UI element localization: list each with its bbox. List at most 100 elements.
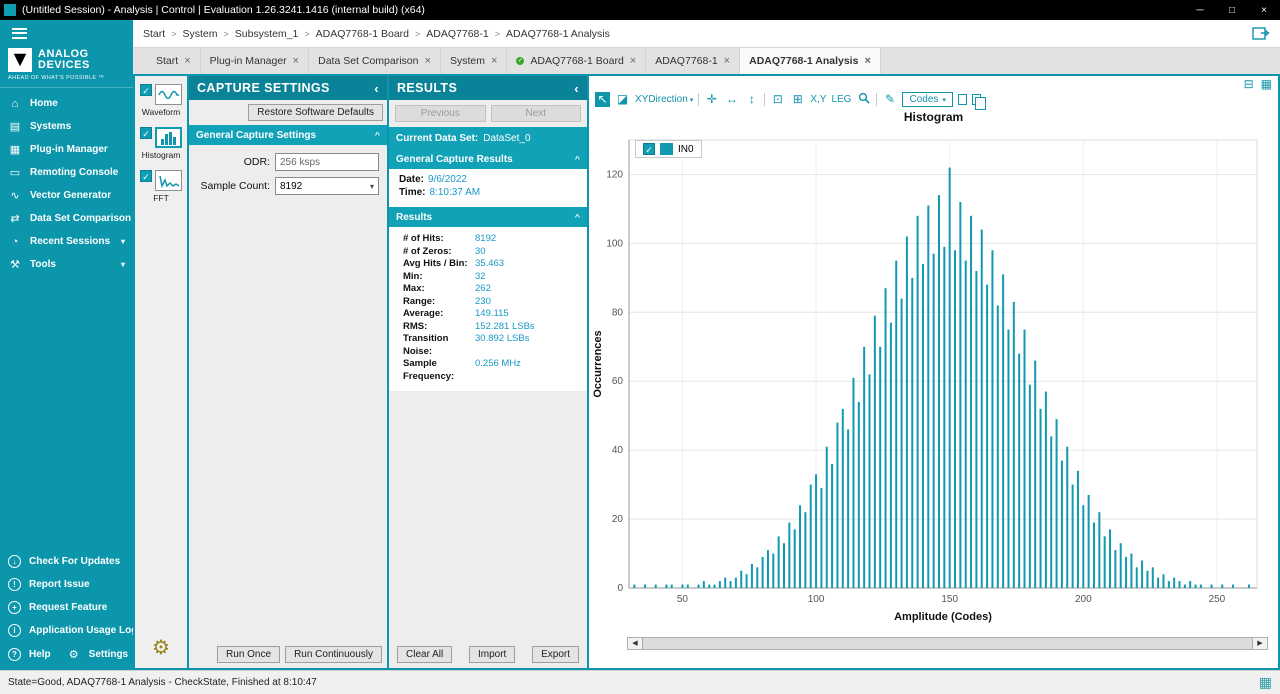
copy-chart-icon[interactable] (971, 94, 986, 110)
sidebar-item-application-usage-logging[interactable]: i Application Usage Logging (0, 619, 158, 642)
scroll-left-icon[interactable]: ◀ (632, 640, 638, 647)
horizontal-zoom-icon[interactable]: ↔ (725, 92, 738, 106)
layout-grid-icon[interactable]: ▦ (1258, 674, 1272, 690)
restore-defaults-button[interactable]: Restore Software Defaults (248, 104, 383, 121)
clear-all-button[interactable]: Clear All (397, 646, 453, 663)
run-continuously-button[interactable]: Run Continuously (285, 646, 382, 663)
help-icon: ? (8, 647, 21, 661)
chevron-down-icon: ▾ (120, 260, 125, 269)
vertical-zoom-icon[interactable]: ↕ (748, 92, 755, 106)
next-button[interactable]: Next (490, 105, 581, 122)
tab-adaq7768[interactable]: ADAQ7768-1 × (646, 48, 741, 74)
close-icon[interactable]: × (184, 55, 191, 67)
import-button[interactable]: Import (469, 646, 516, 663)
chart-horizontal-scrollbar[interactable]: ◀ ▶ (627, 637, 1268, 650)
sidebar-item-report-issue[interactable]: ! Report Issue (0, 573, 133, 596)
breadcrumb-item[interactable]: ADAQ7768-1 (426, 27, 489, 40)
title-bar: (Untitled Session) - Analysis | Control … (0, 0, 1280, 20)
results-stats: # of Hits: 8192 # of Zeros: 30 Avg Hits / … (389, 227, 587, 391)
chart-legend[interactable]: ✓ IN0 (635, 140, 702, 158)
general-capture-settings-section[interactable]: General Capture Settings ^ (189, 125, 387, 145)
breadcrumb-item[interactable]: ADAQ7768-1 Board (315, 27, 410, 40)
axes-xy-button[interactable]: X,Y (810, 94, 827, 105)
svg-text:60: 60 (612, 376, 624, 387)
histogram-checkbox[interactable]: ✓ (140, 127, 152, 139)
sidebar-item-settings[interactable]: ⚙ Settings (59, 642, 136, 666)
sample-count-select[interactable]: 8192 ▾ (275, 177, 379, 195)
close-icon[interactable]: × (424, 55, 431, 67)
close-icon[interactable]: × (292, 55, 300, 67)
grid-view-icon[interactable]: ▦ (1260, 77, 1272, 91)
close-icon[interactable]: × (490, 55, 498, 67)
sidebar-item-vector-generator[interactable]: ∿ Vector Generator (0, 184, 133, 207)
minimize-button[interactable]: ─ (1196, 4, 1204, 16)
sidebar-item-systems[interactable]: ▤ Systems (0, 115, 133, 138)
sidebar-item-data-set-comparison[interactable]: ⇄ Data Set Comparison (0, 207, 133, 230)
breadcrumb-separator: > (171, 28, 177, 39)
sidebar-item-home[interactable]: ⌂ Home (0, 92, 133, 115)
svg-text:40: 40 (612, 445, 624, 456)
fft-view-icon[interactable] (155, 170, 182, 191)
breadcrumb-item[interactable]: ADAQ7768-1 Analysis (506, 27, 610, 40)
analysis-settings-gear-icon[interactable]: ⚙ (152, 637, 170, 659)
xy-direction-dropdown[interactable]: XYDirection ▾ (635, 94, 694, 105)
sidebar-item-check-for-updates[interactable]: ↓ Check For Updates (0, 550, 133, 573)
tab-label: ADAQ7768-1 Analysis (749, 55, 859, 67)
close-icon[interactable]: × (723, 55, 731, 67)
tab-plugin-manager[interactable]: Plug-in Manager × (201, 48, 310, 74)
tab-system[interactable]: System × (441, 48, 508, 74)
stat-row: Range: 230 (403, 295, 491, 307)
close-icon[interactable]: × (864, 55, 871, 67)
legend-toggle-button[interactable]: LEG (831, 94, 852, 105)
magnifier-icon[interactable] (856, 92, 871, 107)
hamburger-menu-icon[interactable] (0, 20, 133, 46)
results-section[interactable]: Results ^ (389, 207, 587, 227)
scroll-right-icon[interactable]: ▶ (1257, 640, 1263, 647)
waveform-checkbox[interactable]: ✓ (140, 84, 152, 96)
export-button[interactable]: Export (532, 646, 579, 663)
histogram-plot[interactable]: 0 20 40 60 80 100 120 50 100 150 200 250 Occurrences… (589, 126, 1269, 631)
annotate-pencil-icon[interactable]: ✎ (884, 92, 895, 106)
summary-list-icon[interactable]: ⊟ (1243, 77, 1254, 91)
previous-button[interactable]: Previous (395, 105, 486, 122)
codes-dropdown[interactable]: Codes ▾ (902, 92, 953, 107)
breadcrumb-item[interactable]: System (182, 27, 218, 40)
brush-tool-icon[interactable]: ◪ (616, 92, 629, 106)
fft-checkbox[interactable]: ✓ (140, 170, 152, 182)
breadcrumb-item[interactable]: Subsystem_1 (234, 27, 299, 40)
tab-adaq7768-board[interactable]: ✓ ADAQ7768-1 Board × (507, 48, 647, 74)
strip-item-waveform[interactable]: ✓ Waveform (140, 84, 182, 117)
tab-data-set-comparison[interactable]: Data Set Comparison × (309, 48, 441, 74)
legend-checkbox[interactable]: ✓ (643, 143, 655, 155)
export-report-icon[interactable] (1252, 26, 1270, 41)
collapse-panel-icon[interactable]: ‹ (574, 80, 579, 96)
scrollbar-thumb[interactable] (642, 638, 1253, 649)
waveform-view-icon[interactable] (155, 84, 182, 105)
pointer-tool-icon[interactable]: ↖ (595, 92, 610, 107)
strip-item-histogram[interactable]: ✓ Histogram (140, 127, 182, 160)
fit-view-icon[interactable]: ⊡ (772, 92, 783, 106)
sidebar-item-plugin-manager[interactable]: ▦ Plug-in Manager (0, 138, 133, 161)
sidebar-item-recent-sessions[interactable]: ◔ Recent Sessions ▾ (0, 230, 133, 253)
pan-tool-icon[interactable]: ✛ (706, 92, 717, 106)
export-image-icon[interactable] (957, 94, 967, 105)
collapse-panel-icon[interactable]: ‹ (374, 80, 379, 96)
close-icon[interactable]: × (629, 55, 637, 67)
plot-area[interactable]: 0 20 40 60 80 100 120 50 100 150 200 250 Occurrences… (589, 126, 1278, 636)
general-capture-results-section[interactable]: General Capture Results ^ (389, 149, 587, 169)
tab-start[interactable]: Start × (147, 48, 201, 74)
breadcrumb-item[interactable]: Start (143, 27, 166, 40)
odr-input[interactable] (275, 153, 379, 171)
sidebar-item-help[interactable]: ? Help (0, 642, 59, 666)
svg-text:50: 50 (677, 594, 689, 605)
run-once-button[interactable]: Run Once (217, 646, 281, 663)
sidebar-item-remoting-console[interactable]: ▭ Remoting Console (0, 161, 133, 184)
strip-item-fft[interactable]: ✓ FFT (140, 170, 182, 203)
maximize-button[interactable]: □ (1228, 4, 1236, 16)
sidebar-item-tools[interactable]: ⚒ Tools ▾ (0, 253, 133, 276)
close-button[interactable]: × (1261, 4, 1267, 16)
zoom-region-icon[interactable]: ⊞ (792, 92, 803, 106)
histogram-view-icon[interactable] (155, 127, 182, 148)
tab-adaq7768-analysis[interactable]: ADAQ7768-1 Analysis × (740, 48, 881, 74)
sidebar-item-request-feature[interactable]: + Request Feature (0, 596, 133, 619)
